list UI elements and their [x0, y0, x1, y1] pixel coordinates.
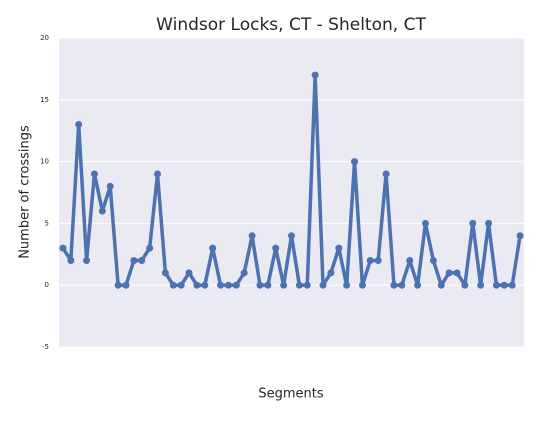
point — [477, 281, 485, 289]
point — [90, 170, 98, 178]
point — [217, 281, 225, 289]
point — [453, 269, 461, 277]
chart-title: Windsor Locks, CT - Shelton, CT — [156, 15, 426, 35]
point — [311, 71, 319, 79]
point — [75, 121, 83, 129]
point — [358, 281, 366, 289]
point — [492, 281, 500, 289]
point — [335, 244, 343, 252]
point — [146, 244, 154, 252]
y-axis-label: Number of crossings — [18, 125, 33, 259]
point — [114, 281, 122, 289]
point — [169, 281, 177, 289]
point — [122, 281, 130, 289]
y-tick-label: 20 — [40, 34, 49, 42]
point — [327, 269, 335, 277]
point — [288, 232, 295, 240]
point — [272, 244, 280, 252]
point — [193, 281, 201, 289]
point — [421, 219, 429, 227]
point — [224, 281, 232, 289]
point — [106, 182, 114, 190]
point — [366, 256, 374, 264]
point — [390, 281, 398, 289]
point — [209, 244, 217, 252]
point — [280, 281, 288, 289]
point — [374, 256, 382, 264]
point — [508, 281, 516, 289]
point — [98, 207, 106, 215]
point — [485, 219, 493, 227]
point — [351, 158, 359, 166]
point — [83, 256, 91, 264]
point — [295, 281, 303, 289]
y-tick-label: 15 — [40, 96, 49, 104]
point — [201, 281, 209, 289]
point — [185, 269, 193, 277]
y-tick-label: 10 — [40, 158, 49, 166]
point — [248, 232, 256, 240]
point — [138, 256, 146, 264]
y-tick-label: 5 — [45, 219, 49, 227]
point — [516, 232, 524, 240]
point — [437, 281, 445, 289]
point — [59, 244, 67, 252]
point — [264, 281, 272, 289]
point — [406, 256, 414, 264]
point — [177, 281, 185, 289]
point — [382, 170, 390, 178]
point — [343, 281, 351, 289]
point — [469, 219, 477, 227]
y-tick-label: 0 — [45, 281, 49, 289]
point — [445, 269, 453, 277]
point — [130, 256, 138, 264]
point — [240, 269, 248, 277]
point — [319, 281, 327, 289]
point — [500, 281, 508, 289]
point — [303, 281, 311, 289]
point — [161, 269, 169, 277]
point — [154, 170, 162, 178]
point — [414, 281, 422, 289]
point — [461, 281, 469, 289]
point — [232, 281, 240, 289]
point — [398, 281, 406, 289]
point — [429, 256, 437, 264]
point — [256, 281, 264, 289]
y-tick-label: -5 — [42, 343, 49, 351]
point — [67, 256, 75, 264]
plot-background — [59, 38, 524, 347]
x-axis-label: Segments — [258, 387, 324, 402]
